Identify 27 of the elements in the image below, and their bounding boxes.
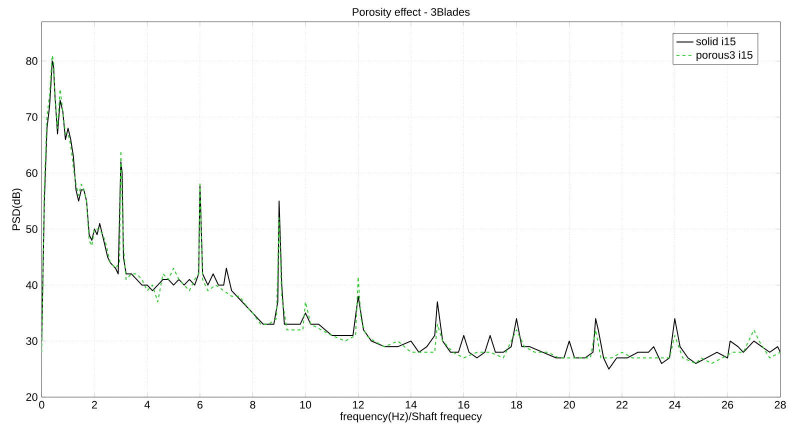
x-tick-label: 22 (616, 401, 628, 409)
y-tick-label: 80 (26, 57, 38, 66)
y-tick-label: 60 (26, 169, 38, 178)
x-tick-label: 26 (722, 401, 734, 409)
x-tick-label: 18 (511, 401, 522, 409)
x-tick-label: 4 (144, 401, 150, 409)
y-tick-label: 70 (26, 113, 38, 122)
x-tick-label: 10 (300, 401, 312, 409)
x-tick-label: 14 (406, 401, 417, 409)
x-tick-label: 2 (92, 401, 97, 409)
legend-label: solid i15 (696, 37, 736, 46)
chart-title: Porosity effect - 3Blades (352, 8, 470, 18)
x-tick-label: 24 (669, 401, 681, 409)
x-tick-label: 12 (352, 401, 364, 409)
x-tick-label: 6 (197, 401, 203, 409)
legend-label: porous3 i15 (696, 50, 752, 62)
x-tick-label: 16 (458, 401, 470, 409)
y-tick-label: 40 (26, 281, 38, 290)
x-axis-title: frequency(Hz)/Shaft frequecy (340, 412, 482, 422)
y-tick-label: 50 (26, 225, 38, 234)
x-tick-label: 0 (39, 401, 44, 409)
y-tick-label: 30 (26, 337, 38, 346)
x-tick-label: 8 (250, 401, 256, 409)
y-axis-title: PSD(dB) (12, 188, 22, 230)
x-tick-label: 20 (564, 401, 575, 409)
x-tick-label: 28 (774, 401, 786, 409)
y-tick-label: 20 (26, 393, 38, 402)
